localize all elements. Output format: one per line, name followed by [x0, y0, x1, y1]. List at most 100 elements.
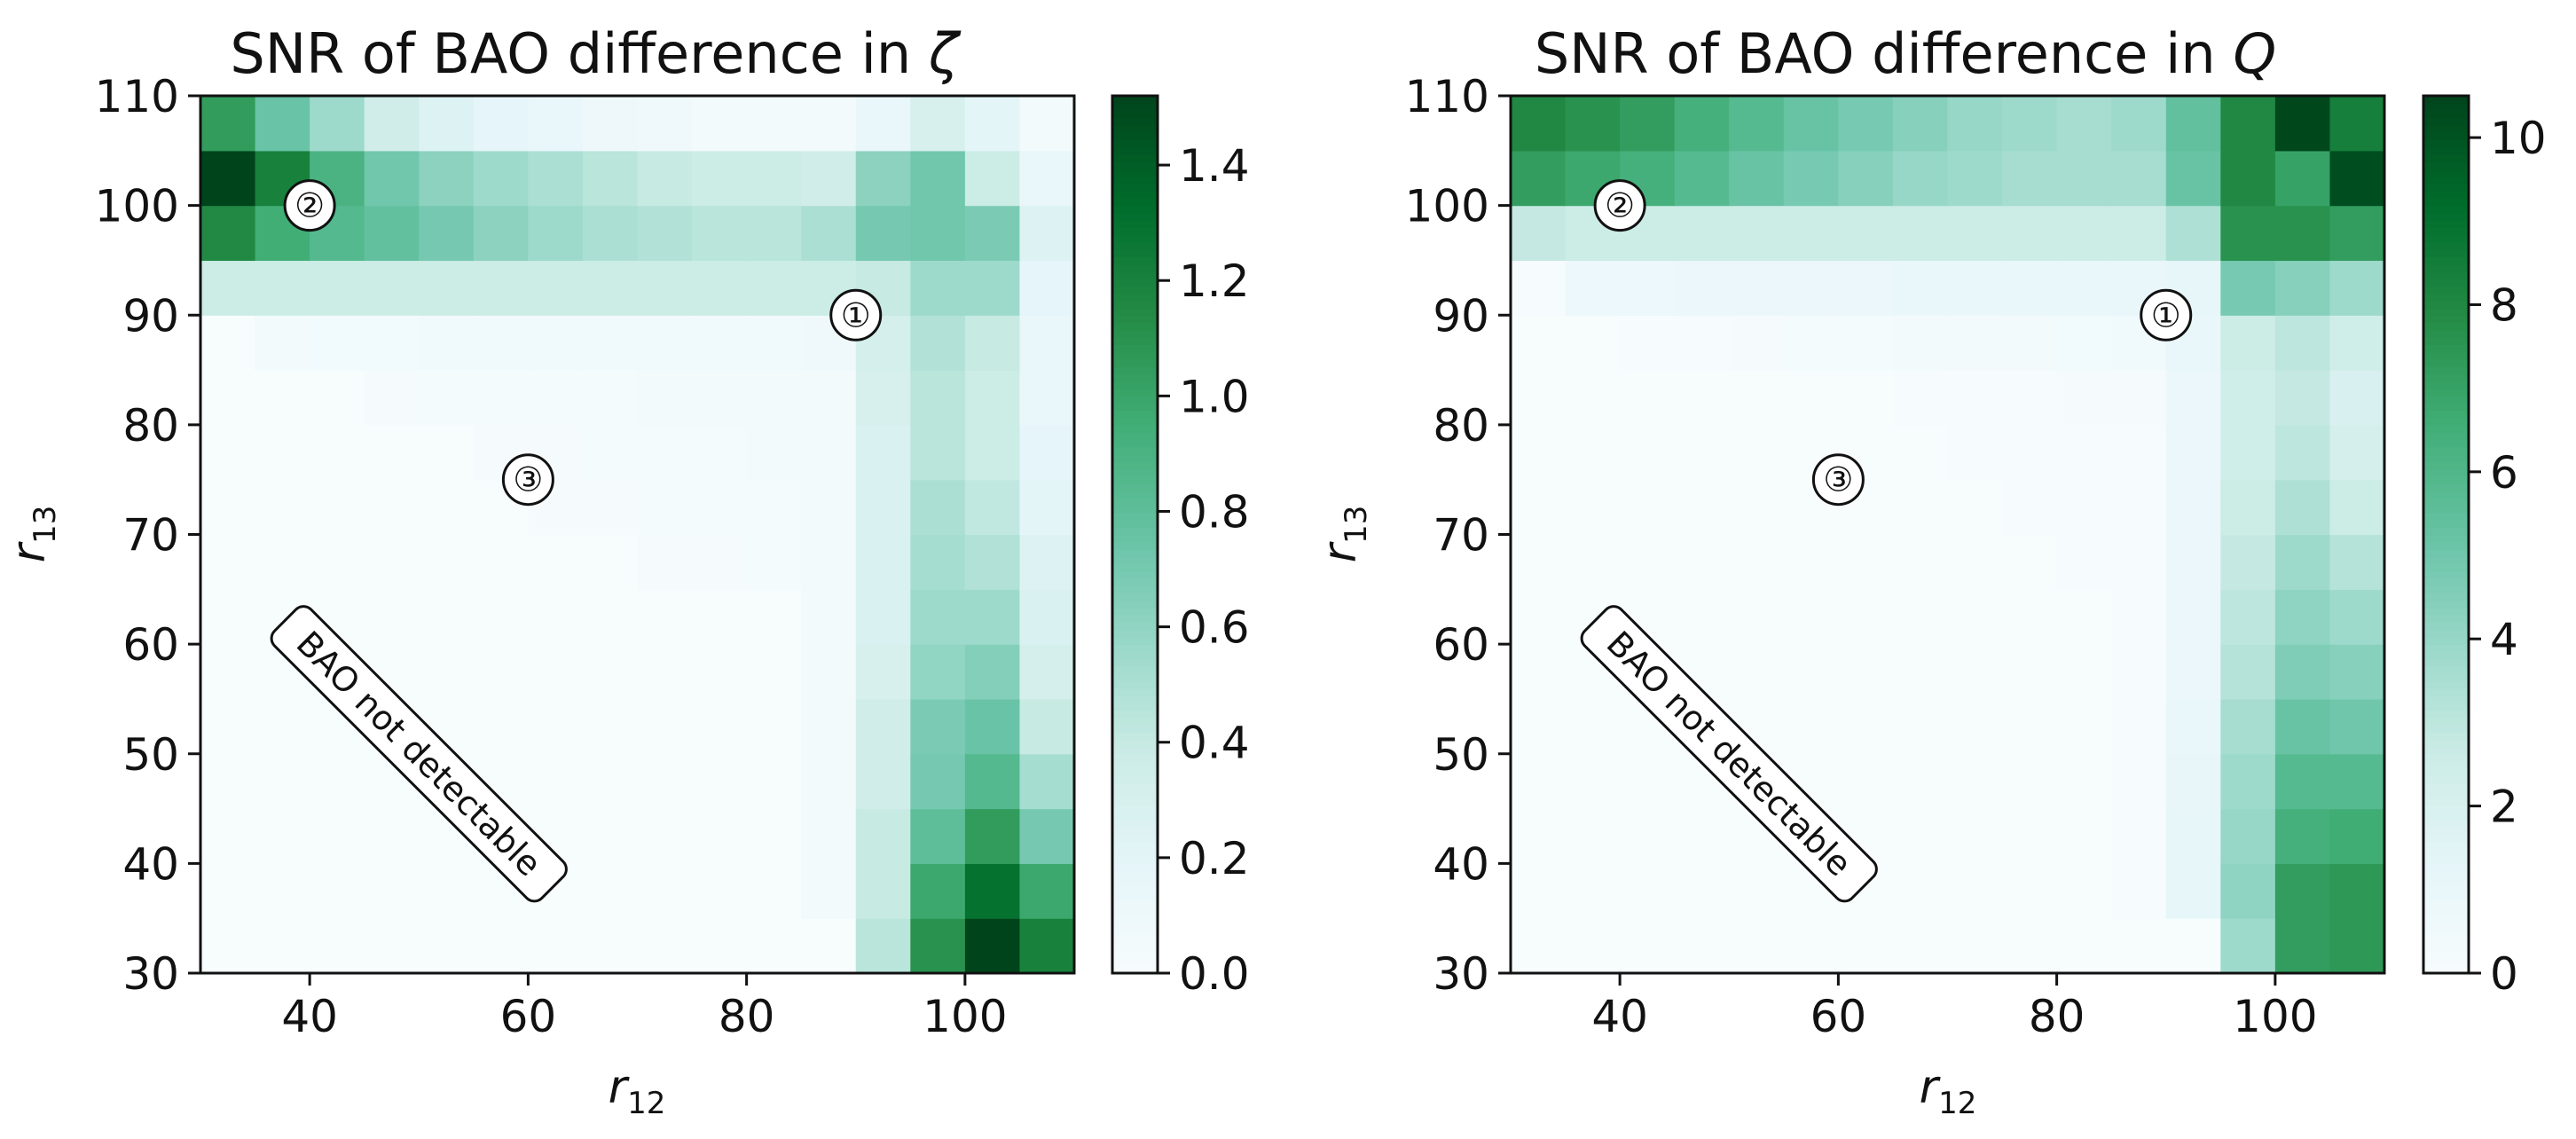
- colorbar-segment: [2423, 527, 2469, 536]
- heatmap-cell: [2056, 808, 2112, 864]
- heatmap-cell: [1674, 808, 1730, 864]
- chart-title: SNR of BAO difference in ζ: [230, 21, 962, 86]
- heatmap-cell: [2056, 479, 2112, 536]
- heatmap-cell: [801, 644, 857, 700]
- colorbar-tick-label: 0.0: [1179, 948, 1250, 1000]
- heatmap-cell: [2111, 534, 2167, 590]
- heatmap-cell: [910, 370, 966, 426]
- colorbar-segment: [2423, 768, 2469, 777]
- heatmap-cell: [964, 150, 1021, 207]
- colorbar-segment: [2423, 475, 2469, 484]
- colorbar-segment: [2423, 132, 2469, 141]
- heatmap-cell: [2220, 534, 2276, 590]
- heatmap-cell: [200, 315, 256, 371]
- colorbar-segment: [2423, 965, 2469, 974]
- colorbar-segment: [1112, 461, 1158, 470]
- colorbar-tick-label: 0.6: [1179, 602, 1250, 654]
- heatmap-cell: [2274, 370, 2331, 426]
- colorbar-segment: [2423, 220, 2469, 229]
- heatmap-cell: [801, 479, 857, 536]
- heatmap-cell: [2056, 150, 2112, 207]
- heatmap-cell: [2329, 863, 2385, 919]
- heatmap-cell: [1019, 424, 1075, 481]
- colorbar-segment: [1112, 381, 1158, 389]
- heatmap-cell: [200, 370, 256, 426]
- heatmap-cell: [1892, 205, 1949, 262]
- heatmap-cell: [2056, 589, 2112, 645]
- heatmap-cell: [2002, 96, 2058, 152]
- colorbar-segment: [2423, 432, 2469, 441]
- colorbar-segment: [2423, 936, 2469, 945]
- heatmap-cell: [255, 315, 310, 371]
- heatmap-cell: [910, 424, 966, 481]
- heatmap-cell: [2274, 918, 2331, 974]
- heatmap-cell: [528, 260, 584, 316]
- colorbar-segment: [1112, 191, 1158, 200]
- heatmap-cell: [1019, 534, 1075, 590]
- heatmap-cell: [582, 534, 639, 590]
- heatmap-cell: [692, 534, 748, 590]
- colorbar-segment: [1112, 585, 1158, 594]
- heatmap-cell: [1565, 260, 1621, 316]
- colorbar-segment: [2423, 505, 2469, 514]
- colorbar-segment: [1112, 446, 1158, 455]
- heatmap-cell: [692, 205, 748, 262]
- colorbar-segment: [2423, 848, 2469, 857]
- heatmap-cell: [746, 260, 802, 316]
- heatmap-cell: [310, 534, 365, 590]
- colorbar-segment: [1112, 570, 1158, 579]
- heatmap-cell: [964, 644, 1021, 700]
- colorbar-tick-label: 0: [2490, 948, 2518, 1000]
- colorbar-segment: [2423, 907, 2469, 915]
- colorbar-segment: [1112, 732, 1158, 741]
- colorbar-segment: [1112, 680, 1158, 689]
- heatmap-cell: [2274, 205, 2331, 262]
- marker-circle: [2140, 288, 2193, 342]
- heatmap-cell: [855, 589, 911, 645]
- colorbar-segment: [2423, 417, 2469, 426]
- colorbar-segment: [1112, 468, 1158, 477]
- heatmap-cell: [1674, 589, 1730, 645]
- colorbar-segment: [2423, 607, 2469, 616]
- heatmap-cell: [1729, 644, 1785, 700]
- heatmap-cell: [1019, 863, 1075, 919]
- heatmap-cell: [2329, 589, 2385, 645]
- heatmap-cell: [255, 479, 310, 536]
- heatmap-cell: [1511, 644, 1567, 700]
- colorbar-segment: [2423, 929, 2469, 938]
- heatmap-cell: [364, 96, 420, 152]
- colorbar-segment: [1112, 161, 1158, 170]
- colorbar-segment: [2423, 885, 2469, 894]
- heatmap-cell: [2274, 589, 2331, 645]
- heatmap-cell: [1674, 370, 1730, 426]
- colorbar-segment: [1112, 615, 1158, 624]
- heatmap-cell: [1511, 205, 1567, 262]
- heatmap-cell: [2220, 698, 2276, 755]
- heatmap-cell: [528, 315, 584, 371]
- heatmap-cell: [2002, 863, 2058, 919]
- heatmap-cell: [582, 753, 639, 810]
- heatmap-cell: [473, 150, 529, 207]
- heatmap-cell: [855, 918, 911, 974]
- marker-circle: [1811, 453, 1865, 507]
- x-tick-label: 40: [1591, 991, 1648, 1042]
- heatmap-cell: [692, 424, 748, 481]
- heatmap-cell: [855, 205, 911, 262]
- heatmap-cell: [419, 315, 475, 371]
- colorbar-segment: [2423, 570, 2469, 579]
- heatmap-cell: [637, 589, 693, 645]
- heatmap-cell: [746, 863, 802, 919]
- heatmap-cell: [1565, 96, 1621, 152]
- y-tick-label: 80: [122, 400, 179, 452]
- y-tick-label: 40: [122, 838, 179, 890]
- heatmap-cell: [2274, 260, 2331, 316]
- heatmap-cell: [473, 370, 529, 426]
- heatmap-cell: [2165, 370, 2221, 426]
- colorbar-segment: [1112, 205, 1158, 214]
- heatmap-cell: [473, 918, 529, 974]
- colorbar-segment: [2423, 834, 2469, 843]
- heatmap-cell: [1892, 479, 1949, 536]
- heatmap-cell: [801, 863, 857, 919]
- heatmap-cell: [2165, 150, 2221, 207]
- heatmap-cell: [746, 150, 802, 207]
